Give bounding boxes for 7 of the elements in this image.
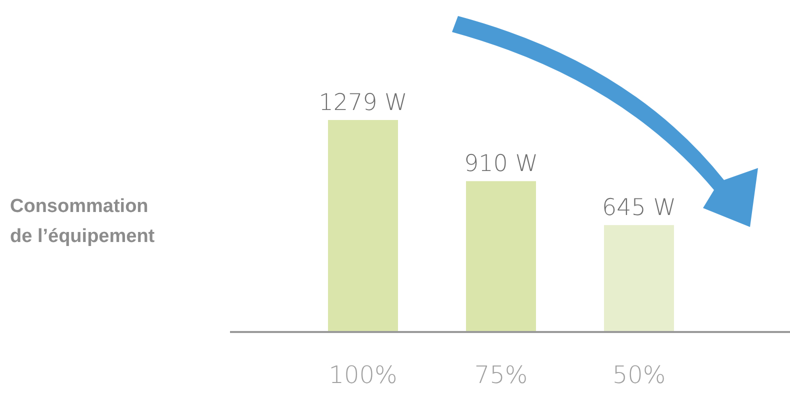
x-tick-label: 50% (612, 361, 666, 389)
y-axis-title: Consommation de l’équipement (10, 196, 156, 247)
x-tick-label: 75% (474, 361, 528, 389)
x-tick-label: 100% (328, 361, 398, 389)
data-label: 910 W (464, 151, 538, 178)
data-label: 645 W (602, 195, 676, 222)
data-label: 1279 W (318, 90, 408, 116)
